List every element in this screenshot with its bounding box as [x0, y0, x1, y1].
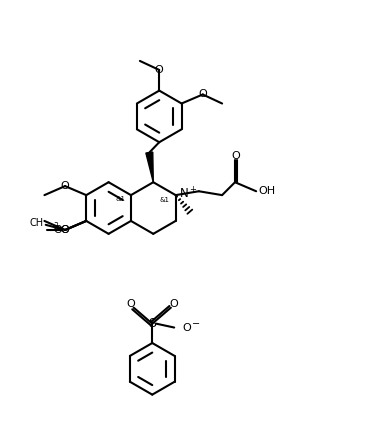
Text: CH: CH — [30, 218, 44, 228]
Text: O: O — [170, 299, 178, 309]
Text: O: O — [183, 322, 192, 332]
Text: OH: OH — [258, 186, 276, 196]
Text: O: O — [61, 225, 69, 235]
Text: O: O — [61, 225, 69, 235]
Text: S: S — [148, 317, 156, 330]
Text: &1: &1 — [160, 197, 170, 203]
Text: O: O — [198, 90, 207, 99]
Text: +: + — [189, 185, 196, 194]
Text: O: O — [53, 225, 62, 235]
Text: 3: 3 — [54, 222, 58, 231]
Text: O: O — [232, 151, 240, 161]
Text: O: O — [155, 65, 164, 75]
Polygon shape — [146, 152, 153, 182]
Text: O: O — [61, 181, 69, 191]
Text: N: N — [180, 187, 188, 200]
Text: O: O — [126, 299, 135, 309]
Text: −: − — [192, 319, 200, 329]
Text: &1: &1 — [116, 196, 126, 202]
